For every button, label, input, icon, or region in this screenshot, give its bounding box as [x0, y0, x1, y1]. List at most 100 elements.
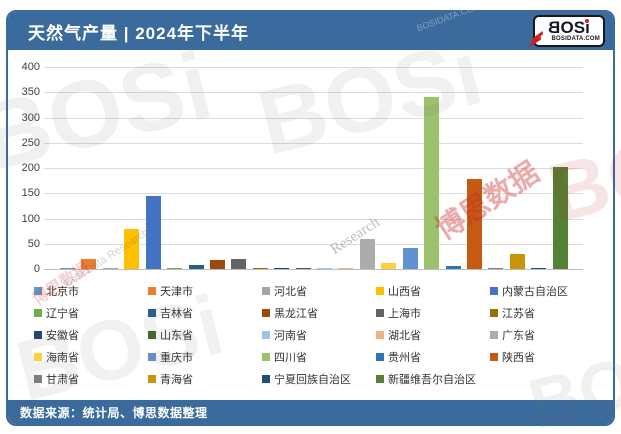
bar-河北省 — [102, 267, 118, 269]
y-tick-label: 200 — [21, 162, 40, 174]
bar-海南省 — [381, 262, 397, 269]
legend-label: 辽宁省 — [46, 308, 79, 320]
legend-item: 山东省 — [148, 327, 262, 343]
legend-swatch — [34, 309, 42, 317]
legend-label: 北京市 — [46, 286, 79, 298]
y-tick-label: 250 — [21, 136, 40, 149]
legend-item: 青海省 — [148, 371, 262, 387]
bar-河南省 — [317, 267, 333, 269]
gridline — [44, 243, 583, 245]
legend-label: 新疆维吾尔自治区 — [388, 374, 476, 386]
bar-青海省 — [509, 254, 525, 269]
legend-label: 上海市 — [388, 308, 421, 320]
y-tick-label: 50 — [27, 237, 40, 250]
legend-label: 贵州省 — [388, 352, 421, 364]
bar-山东省 — [295, 267, 311, 269]
legend-swatch — [490, 331, 498, 339]
legend-label: 山西省 — [388, 286, 421, 298]
logo-i-dot — [585, 19, 590, 23]
legend-label: 青海省 — [160, 374, 193, 386]
legend-swatch — [262, 331, 270, 339]
legend-swatch — [376, 287, 384, 295]
bar-安徽省 — [274, 267, 290, 269]
bar-辽宁省 — [167, 267, 183, 269]
gridline — [44, 117, 583, 119]
legend-item: 内蒙古自治区 — [490, 283, 604, 299]
legend-label: 海南省 — [46, 352, 79, 364]
legend-swatch — [34, 331, 42, 339]
y-tick-label: 350 — [21, 86, 40, 99]
legend-swatch — [490, 309, 498, 317]
logo-letter: S — [573, 18, 586, 37]
logo-letter: B — [548, 18, 561, 37]
gridline — [44, 269, 583, 270]
legend-swatch — [34, 353, 42, 361]
logo-letter: O — [560, 18, 574, 37]
legend: 北京市 天津市 河北省 山西省 内蒙古自治区 辽宁省 吉林省 黑龙江省 上海市 江苏省 安徽省 山东省… — [34, 280, 604, 390]
y-tick-label: 150 — [21, 187, 40, 200]
legend-item: 重庆市 — [148, 349, 262, 365]
legend-item: 安徽省 — [34, 327, 148, 343]
legend-item: 陕西省 — [490, 349, 604, 365]
legend-swatch — [148, 375, 156, 383]
legend-swatch — [490, 353, 498, 361]
bar-四川省 — [424, 97, 440, 269]
legend-label: 河北省 — [274, 286, 307, 298]
legend-item: 新疆维吾尔自治区 — [376, 371, 490, 387]
y-tick-label: 0 — [33, 263, 40, 275]
gridline — [44, 218, 583, 220]
plot-area — [44, 67, 583, 270]
legend-label: 江苏省 — [502, 308, 535, 320]
legend-swatch — [262, 353, 270, 361]
legend-swatch — [376, 353, 384, 361]
legend-item: 北京市 — [34, 283, 148, 299]
bar-重庆市 — [402, 247, 418, 269]
legend-swatch — [148, 353, 156, 361]
legend-item: 河北省 — [262, 283, 376, 299]
legend-swatch — [34, 375, 42, 383]
y-tick-label: 400 — [21, 61, 40, 73]
legend-label: 湖北省 — [388, 330, 421, 342]
legend-label: 吉林省 — [160, 308, 193, 320]
bar-陕西省 — [467, 179, 483, 269]
legend-item: 河南省 — [262, 327, 376, 343]
legend-label: 河南省 — [274, 330, 307, 342]
legend-label: 宁夏回族自治区 — [274, 374, 351, 386]
gridline — [44, 142, 583, 144]
y-tick-label: 100 — [21, 212, 40, 225]
legend-item: 贵州省 — [376, 349, 490, 365]
legend-swatch — [34, 287, 42, 295]
bar-上海市 — [231, 259, 247, 269]
bar-贵州省 — [445, 266, 461, 269]
gridline — [44, 67, 583, 68]
legend-label: 安徽省 — [46, 330, 79, 342]
legend-item: 山西省 — [376, 283, 490, 299]
y-tick-label: 300 — [21, 111, 40, 124]
legend-item: 海南省 — [34, 349, 148, 365]
bar-广东省 — [359, 239, 375, 269]
logo-letter: ı — [585, 18, 590, 37]
legend-swatch — [376, 375, 384, 383]
bars-container — [60, 68, 568, 269]
legend-swatch — [148, 287, 156, 295]
legend-swatch — [262, 287, 270, 295]
legend-label: 黑龙江省 — [274, 308, 318, 320]
bar-甘肃省 — [488, 267, 504, 269]
legend-swatch — [376, 331, 384, 339]
legend-swatch — [376, 309, 384, 317]
legend-item: 广东省 — [490, 327, 604, 343]
legend-swatch — [490, 287, 498, 295]
legend-item: 上海市 — [376, 305, 490, 321]
bar-天津市 — [81, 258, 97, 269]
bar-宁夏回族自治区 — [531, 267, 547, 269]
legend-label: 陕西省 — [502, 352, 535, 364]
bar-北京市 — [60, 267, 75, 269]
bar-山西省 — [124, 228, 140, 269]
legend-item: 黑龙江省 — [262, 305, 376, 321]
bar-新疆维吾尔自治区 — [552, 166, 568, 269]
bar-吉林省 — [188, 264, 204, 269]
